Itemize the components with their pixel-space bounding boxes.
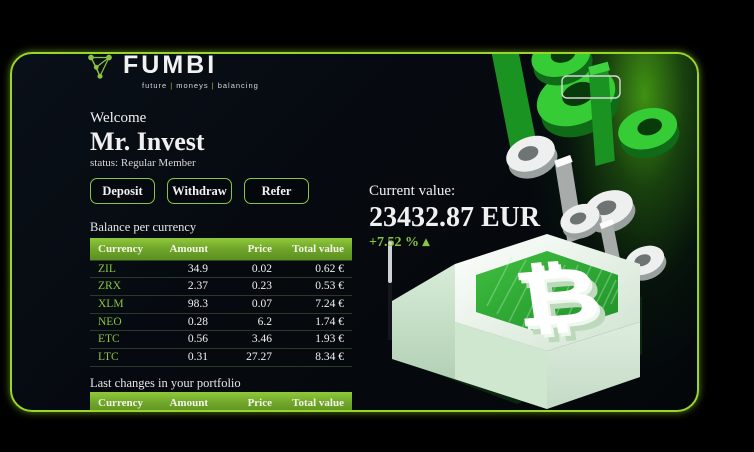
- svg-text:₿: ₿: [508, 250, 606, 344]
